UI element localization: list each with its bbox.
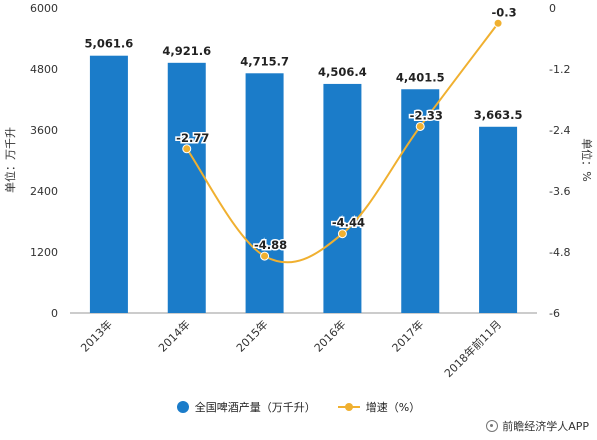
legend-item-line[interactable]: 增速（%） <box>337 399 421 415</box>
legend-line-label: 增速（%） <box>365 401 421 414</box>
x-tick-label: 2014年 <box>155 317 192 354</box>
bar[interactable] <box>89 55 128 314</box>
x-tick-label: 2015年 <box>233 317 270 354</box>
line-value-label: -4.44 <box>332 216 365 230</box>
line-point[interactable] <box>260 251 270 261</box>
y2-tick-label: -2.4 <box>549 124 570 137</box>
y-tick-label: 3600 <box>30 124 58 137</box>
line-value-label: -4.88 <box>254 238 287 252</box>
line-value-label: -0.3 <box>492 5 517 19</box>
bar-value-label: 3,663.5 <box>474 108 523 122</box>
legend-item-bar[interactable]: 全国啤酒产量（万千升） <box>176 399 316 415</box>
left-axis-ticks: 0 1200 2400 3600 4800 6000 <box>30 2 58 320</box>
y-tick-label: 2400 <box>30 185 58 198</box>
y-tick-label: 6000 <box>30 2 58 15</box>
legend-line-swatch <box>337 401 360 413</box>
y2-tick-label: -1.2 <box>549 63 570 76</box>
source-credit: 前瞻经济学人APP <box>486 418 589 434</box>
line-point[interactable] <box>337 229 347 239</box>
y-axis-title: 单位：万千升 <box>3 127 17 193</box>
bar[interactable] <box>167 62 206 314</box>
right-axis-ticks: -6 -4.8 -3.6 -2.4 -1.2 0 <box>549 2 570 320</box>
legend-bar-label: 全国啤酒产量（万千升） <box>194 401 316 414</box>
line-series <box>182 18 503 264</box>
y2-axis-title: 单位：% <box>580 138 594 181</box>
bar-value-label: 4,715.7 <box>240 54 289 68</box>
bar[interactable] <box>245 73 284 313</box>
source-text: 前瞻经济学人APP <box>502 420 589 433</box>
line-point[interactable] <box>182 144 192 154</box>
bar[interactable] <box>323 83 362 313</box>
x-tick-label: 2017年 <box>389 317 426 354</box>
line-value-label: -2.33 <box>410 108 443 122</box>
bar[interactable] <box>479 126 518 313</box>
y2-tick-label: -4.8 <box>549 246 570 259</box>
bar-value-label: 4,921.6 <box>162 44 211 58</box>
y-tick-label: 1200 <box>30 246 58 259</box>
y2-tick-label: -6 <box>549 307 560 320</box>
line-point[interactable] <box>493 18 503 28</box>
bar-value-label: 4,401.5 <box>396 70 445 84</box>
bar-data-labels: 5,061.6 4,921.6 4,715.7 4,506.4 4,401.5 3,663… <box>85 37 523 122</box>
x-tick-label: 2018年前11月 <box>441 317 504 380</box>
brand-logo-icon <box>486 420 499 432</box>
x-tick-label: 2016年 <box>311 317 348 354</box>
line-point[interactable] <box>415 121 425 131</box>
bar-value-label: 4,506.4 <box>318 65 367 79</box>
line-value-label: -2.77 <box>176 131 209 145</box>
line-data-labels: -2.77 -4.88 -4.44 -2.33 -0.3 <box>175 4 518 254</box>
legend: 全国啤酒产量（万千升） 增速（%） <box>0 399 597 415</box>
legend-bar-swatch <box>176 401 189 413</box>
x-axis-ticks: 2013年 2014年 2015年 2016年 2017年 2018年前11月 <box>78 317 505 380</box>
y2-tick-label: -3.6 <box>549 185 570 198</box>
x-tick-label: 2013年 <box>78 317 115 354</box>
y-tick-label: 0 <box>51 307 58 320</box>
y-tick-label: 4800 <box>30 63 58 76</box>
y2-tick-label: 0 <box>549 2 556 15</box>
bar-value-label: 5,061.6 <box>85 37 134 51</box>
bar-series <box>89 55 518 314</box>
